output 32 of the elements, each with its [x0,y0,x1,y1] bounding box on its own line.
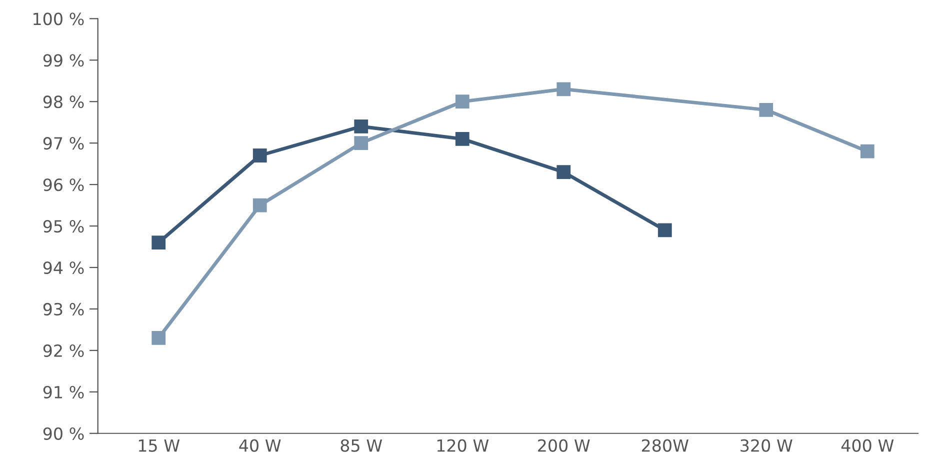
x-tick-label: 120 W [437,439,489,452]
y-tick-label: 92 % [43,344,84,357]
point [252,148,267,162]
point [152,236,166,250]
y-tick-label: 97 % [43,137,84,150]
y-tick-label: 90 % [43,427,84,440]
point [252,198,267,212]
y-tick-label: 99 % [43,54,84,67]
y-tick-label: 94 % [43,261,84,274]
y-tick-label: 100 % [34,12,84,26]
y-tick-label: 95 % [43,220,84,233]
point [152,331,166,345]
y-tick-label: 93 % [43,302,84,316]
point [354,136,368,150]
x-tick-label: 320 W [740,439,792,452]
point [556,165,571,180]
x-tick-label: 40 W [239,439,281,452]
point [455,94,470,109]
x-tick-label: 400 W [841,439,894,452]
x-tick-label: 280W [642,439,688,452]
point [759,102,774,117]
y-tick-label: 91 % [43,386,84,398]
y-tick-label: 98 % [43,96,84,108]
point [455,132,470,146]
point [658,223,672,238]
x-tick-label: 85 W [340,439,382,452]
point [556,82,571,96]
point [354,120,368,134]
y-tick-label: 96 % [43,178,84,192]
x-tick-label: 200 W [538,439,590,452]
point [860,144,874,158]
x-tick-label: 15 W [138,439,180,452]
